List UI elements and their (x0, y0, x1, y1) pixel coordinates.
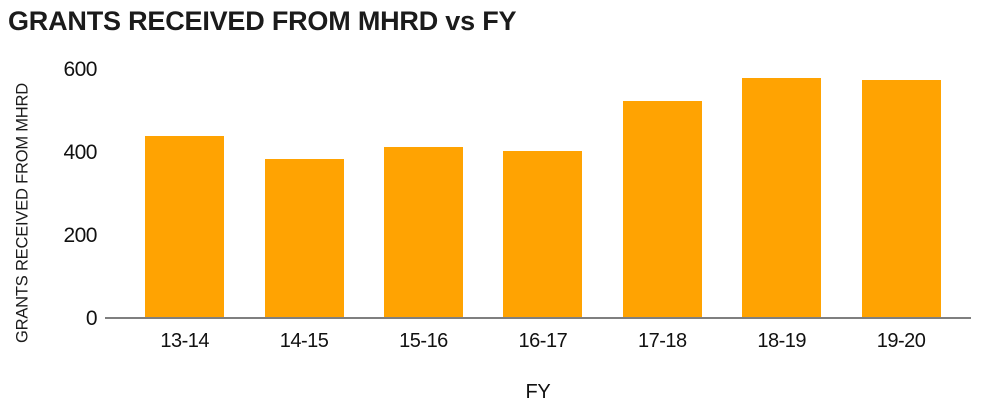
y-axis-title: GRANTS RECEIVED FROM MHRD (13, 83, 32, 343)
bar-17-18 (622, 101, 702, 319)
bar-15-16 (384, 146, 463, 319)
bar-19-20 (861, 80, 941, 319)
bar-13-14 (145, 136, 225, 319)
bar-18-19 (742, 78, 822, 319)
x-tick-label: 19-20 (876, 330, 926, 352)
bar-16-17 (503, 150, 583, 319)
y-tick-label: 200 (63, 224, 97, 247)
bar-14-15 (264, 159, 344, 319)
x-tick-label: 15-16 (399, 330, 448, 352)
x-tick-label: 14-15 (279, 330, 329, 352)
x-tick-label: 17-18 (637, 330, 687, 352)
y-tick-label: 600 (63, 58, 97, 81)
x-tick-label: 18-19 (757, 330, 807, 352)
y-tick-label: 400 (63, 141, 97, 164)
x-tick-label: 13-14 (160, 330, 210, 352)
y-tick-label: 0 (85, 307, 98, 330)
x-axis-title: FY (525, 381, 551, 403)
x-tick-label: 16-17 (518, 330, 568, 352)
plot-area (105, 70, 971, 319)
x-axis-line (105, 317, 971, 319)
chart-title: GRANTS RECEIVED FROM MHRD vs FY (8, 6, 517, 36)
